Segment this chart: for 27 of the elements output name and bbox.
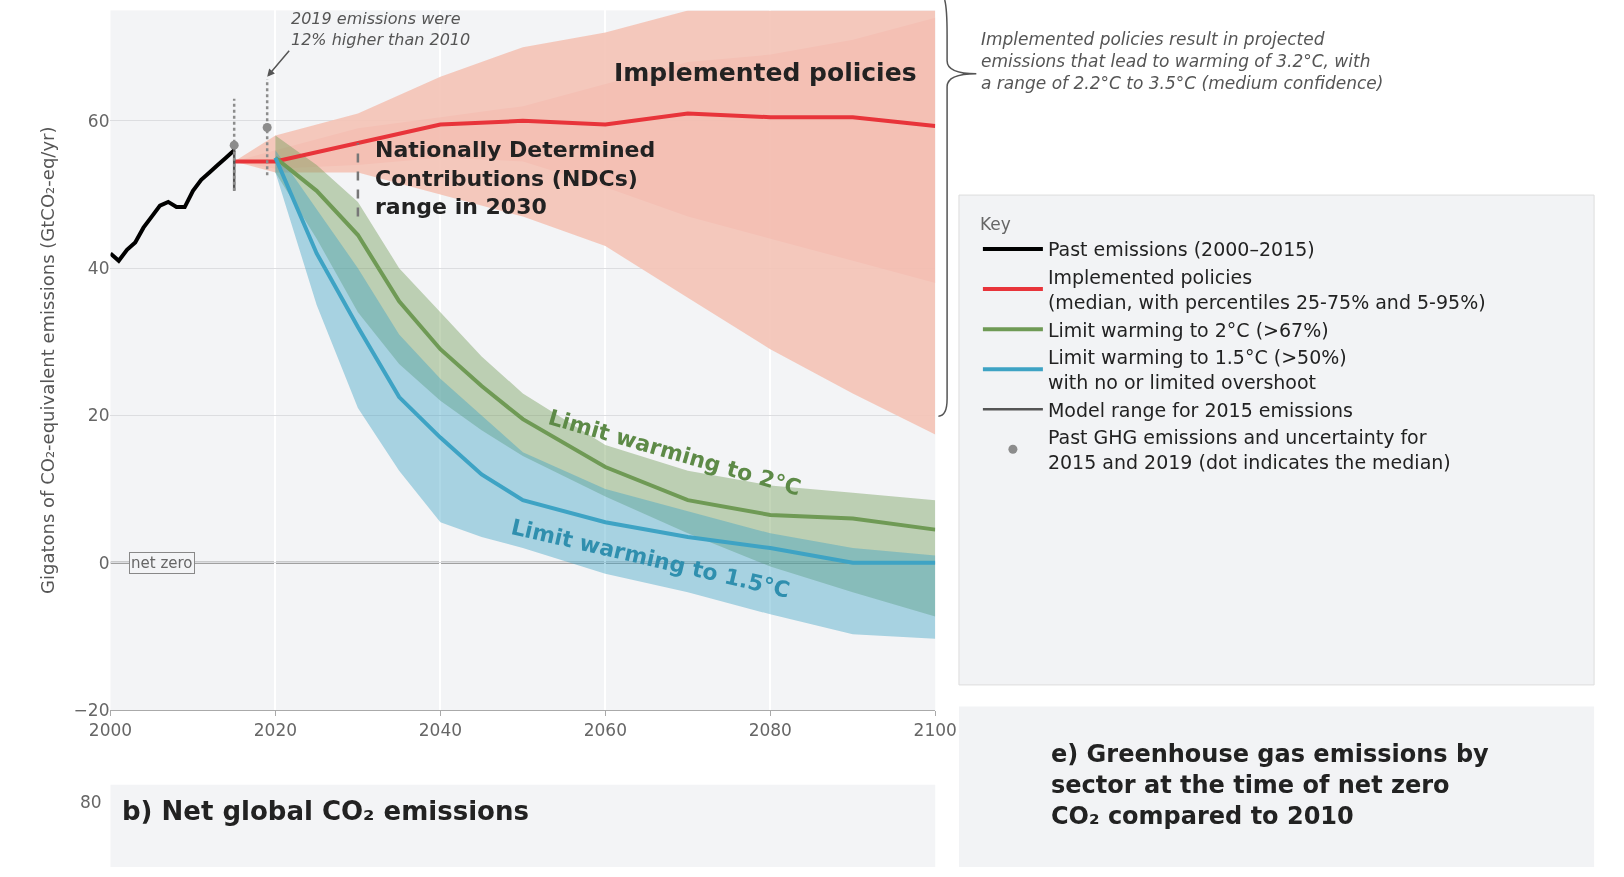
text: e) Greenhouse gas emissions by sector at the time of net zero CO₂ compared to 2010: [1051, 740, 1490, 831]
legend-label: Limit warming to 2°C (>67%): [1047, 318, 1329, 341]
legend-title: Key: [979, 214, 1011, 235]
annotation: Nationally Determined Contributions (NDCs) range in 2030: [375, 137, 656, 220]
y-axis-title: Gigatons of CO₂-equivalent emissions (GtCO₂-eq/yr): [36, 126, 58, 594]
text: 80: [80, 792, 102, 812]
legend-label: Past GHG emissions and uncertainty for 2015 and 2019 (dot indicates the median): [1047, 426, 1451, 474]
y-tick-label: −20: [73, 700, 110, 721]
ref-line-label: net zero: [131, 554, 193, 572]
y-tick-label: 0: [98, 552, 110, 573]
x-tick-label: 2100: [913, 720, 957, 741]
y-tick-label: 20: [87, 405, 110, 426]
y-tick-label: 60: [87, 110, 110, 131]
x-tick-label: 2020: [253, 720, 298, 741]
text: Implemented policies result in projected emissions that lead to warming of 3.2°C, with a range of 2.2°C to 3.5°C (medium confidence): [981, 29, 1384, 94]
legend-label: Implemented policies (median, with percentiles 25-75% and 5-95%): [1047, 266, 1486, 313]
legend-label: Past emissions (2000–2015): [1047, 238, 1315, 261]
legend-label: Limit warming to 1.5°C (>50%) with no or limited overshoot: [1047, 346, 1347, 393]
y-tick-label: 40: [87, 258, 110, 279]
text: b) Net global CO₂ emissions: [122, 796, 529, 826]
x-tick-label: 2080: [748, 720, 792, 741]
annotation: Implemented policies: [614, 58, 917, 87]
legend-label: Model range for 2015 emissions: [1047, 398, 1353, 421]
x-tick-label: 2060: [583, 720, 627, 741]
annotation: 2019 emissions were 12% higher than 2010: [291, 9, 471, 49]
x-tick-label: 2040: [418, 720, 463, 741]
x-tick-label: 2000: [88, 720, 133, 741]
